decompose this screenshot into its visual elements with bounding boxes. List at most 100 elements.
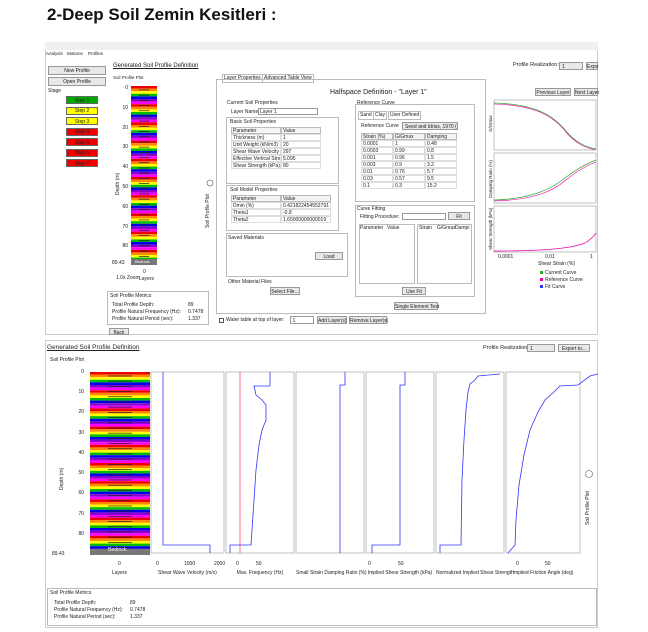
button[interactable]: Export to... (558, 344, 590, 352)
axis-label: Small Strain Damping Ratio (%) (296, 570, 367, 576)
tab[interactable]: Motions (67, 51, 83, 56)
label: Profile Realization: (483, 345, 529, 351)
button[interactable]: Open Profile (48, 77, 106, 86)
table-cell: 20 (281, 141, 321, 148)
axis-label: Depth (m) (115, 172, 121, 195)
tick-label: 1000 (184, 561, 196, 567)
table-cell: 5.7 (425, 168, 457, 175)
button[interactable]: Single Element Test (394, 302, 440, 310)
tick-label: 0 (156, 561, 159, 567)
tab[interactable]: User Defined (388, 111, 422, 120)
button[interactable]: Fit (448, 212, 470, 220)
axis-label: Shear Strength (kPa) (488, 207, 493, 250)
model-box (226, 185, 339, 231)
tick-label: 50 (256, 561, 262, 567)
table-cell: 0.003 (361, 161, 393, 168)
tab[interactable]: Layer Properties (222, 74, 263, 83)
table-cell: Unit Weight (kN/m3) (231, 141, 281, 148)
tick-label: 70 (78, 510, 84, 517)
table-cell: 9.5 (425, 175, 457, 182)
table-header: G/Gmax (393, 133, 425, 140)
button[interactable]: Load (315, 252, 343, 260)
step-button[interactable]: Step 1 (66, 96, 98, 104)
checkbox[interactable] (219, 318, 224, 323)
axis-label: Depth (m) (59, 467, 65, 490)
axis-label: Max. Frequency (Hz) (236, 570, 284, 576)
text-input[interactable]: Layer 1 (258, 108, 318, 115)
axis-label: Implied Shear Strength (kPa) (367, 570, 433, 576)
tab[interactable]: Advanced Table View (262, 74, 314, 83)
metric-value: 0.7478 (188, 309, 204, 315)
button[interactable]: Back (109, 328, 129, 335)
metrics-box (107, 291, 209, 325)
table-header: Dampi (455, 225, 470, 231)
table-cell: 0.001 (361, 154, 393, 161)
bottom-metrics-box (47, 588, 597, 626)
tick-label: 0.01 (545, 254, 555, 260)
button[interactable]: Remove Layer(s) (349, 316, 389, 324)
step-button[interactable]: Step 7 (66, 159, 98, 167)
metric-value: 89 (188, 302, 194, 308)
label: Basic Soil Properties (230, 119, 277, 125)
button[interactable]: New Profile (48, 66, 106, 75)
button[interactable]: Expo (586, 62, 599, 70)
tick-label: 1 (590, 254, 593, 260)
menu-strip (45, 42, 598, 50)
label: Bedrock (108, 547, 127, 553)
tab[interactable]: Sand (358, 111, 374, 120)
step-button[interactable]: Step 2 (66, 106, 98, 115)
axis-label: Layers (139, 276, 155, 282)
metric-value: 1.337 (130, 614, 143, 620)
tab[interactable]: Profiles (88, 51, 104, 56)
metric-label: Profile Natural Period (sec): (112, 316, 174, 322)
tick-label: 30 (78, 429, 84, 436)
tick-label: 0 (118, 561, 121, 567)
table-header: Value (387, 225, 400, 231)
select[interactable]: Seed and Idriss, 1970 ( (402, 122, 458, 130)
table-cell: 5.095 (281, 155, 321, 162)
axis-label: Shear Wave Velocity (m/s) (158, 570, 217, 576)
step-button[interactable]: Step 3 (66, 117, 98, 125)
axis-label: G/Gmax (488, 115, 493, 132)
label: Profile Realization: (513, 62, 559, 68)
table-cell: 1 (281, 134, 321, 141)
step-button[interactable]: Step 6 (66, 148, 98, 157)
table-cell: -0.8 (281, 209, 331, 216)
tick-label: 50 (545, 561, 551, 567)
axis-label: Damping Ratio (%) (488, 159, 493, 198)
button[interactable]: Use Fit (402, 287, 426, 295)
saved-box (226, 233, 348, 277)
table-cell: Thickness (m) (231, 134, 281, 141)
tick-label: 10 (122, 104, 128, 111)
select[interactable]: 1 (527, 344, 555, 352)
tick-label: 30 (122, 144, 128, 151)
text-input[interactable]: 1 (290, 316, 314, 324)
table-cell: 0.3 (393, 182, 425, 189)
ref-box (355, 104, 475, 202)
table-cell: 0.421822454552791 (281, 202, 331, 209)
table-header: G/Gmax (437, 225, 456, 231)
tab[interactable]: Analysis (46, 51, 63, 56)
tick-label: 89.43 (52, 551, 65, 557)
metric-label: Profile Natural Frequency (Hz): (112, 309, 181, 315)
metric-value: 1.337 (188, 316, 201, 322)
button[interactable]: Add Layer(s) (317, 316, 347, 324)
button[interactable]: Select File... (270, 287, 300, 295)
select[interactable]: 1 (559, 62, 583, 70)
label: Water table at top of layer: (226, 317, 285, 323)
tick-label: 60 (78, 490, 84, 497)
button[interactable]: Previous Layer (535, 88, 571, 96)
legend-entry: Fit Curve (545, 284, 566, 290)
tick-label: 80 (122, 243, 128, 250)
step-button[interactable]: Step 4 (66, 127, 98, 136)
label: Curve Fitting (357, 206, 386, 212)
label: Layer Name (231, 109, 259, 115)
fit-box (355, 205, 475, 297)
fit-table-1 (359, 224, 415, 284)
axis-label: Layers (112, 570, 128, 576)
tick-label: 50 (78, 470, 84, 477)
step-button[interactable]: Step 5 (66, 138, 98, 146)
button[interactable]: Next Layer (574, 88, 600, 96)
label: Soil Profile Plot (113, 75, 144, 80)
tab[interactable]: Clay (373, 111, 388, 120)
